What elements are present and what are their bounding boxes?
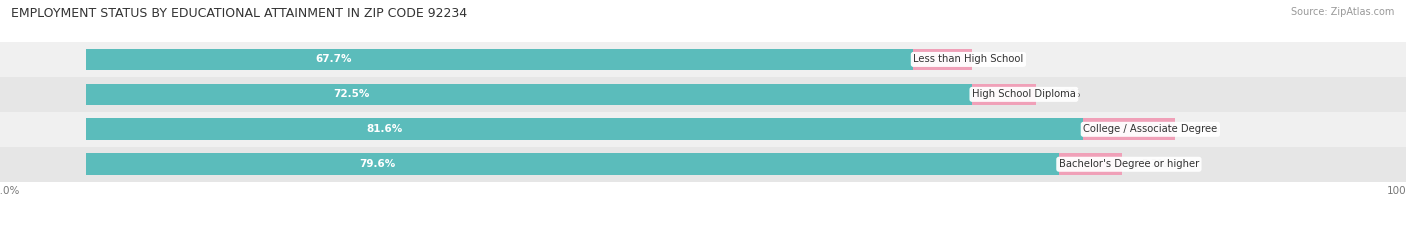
Bar bbox=[86, 49, 914, 70]
Bar bbox=[0, 42, 1406, 77]
Bar bbox=[1083, 118, 1175, 140]
Text: 81.6%: 81.6% bbox=[367, 124, 404, 134]
Text: 79.6%: 79.6% bbox=[360, 159, 395, 169]
Bar bbox=[0, 112, 1406, 147]
Bar bbox=[972, 83, 1036, 105]
Text: Source: ZipAtlas.com: Source: ZipAtlas.com bbox=[1291, 7, 1395, 17]
Text: Bachelor's Degree or higher: Bachelor's Degree or higher bbox=[1059, 159, 1199, 169]
Bar bbox=[86, 83, 972, 105]
Text: EMPLOYMENT STATUS BY EDUCATIONAL ATTAINMENT IN ZIP CODE 92234: EMPLOYMENT STATUS BY EDUCATIONAL ATTAINM… bbox=[11, 7, 467, 20]
Bar bbox=[86, 153, 1059, 175]
Bar bbox=[914, 49, 972, 70]
Bar bbox=[86, 118, 1083, 140]
Text: 5.2%: 5.2% bbox=[1140, 159, 1167, 169]
Bar bbox=[1059, 153, 1122, 175]
Bar bbox=[0, 147, 1406, 182]
Text: 4.8%: 4.8% bbox=[990, 55, 1017, 64]
Text: High School Diploma: High School Diploma bbox=[972, 89, 1076, 99]
Text: 5.2%: 5.2% bbox=[1054, 89, 1080, 99]
Bar bbox=[0, 77, 1406, 112]
Text: College / Associate Degree: College / Associate Degree bbox=[1083, 124, 1218, 134]
Text: 7.5%: 7.5% bbox=[1194, 124, 1220, 134]
Text: Less than High School: Less than High School bbox=[914, 55, 1024, 64]
Text: 67.7%: 67.7% bbox=[315, 55, 352, 64]
Text: 72.5%: 72.5% bbox=[333, 89, 370, 99]
